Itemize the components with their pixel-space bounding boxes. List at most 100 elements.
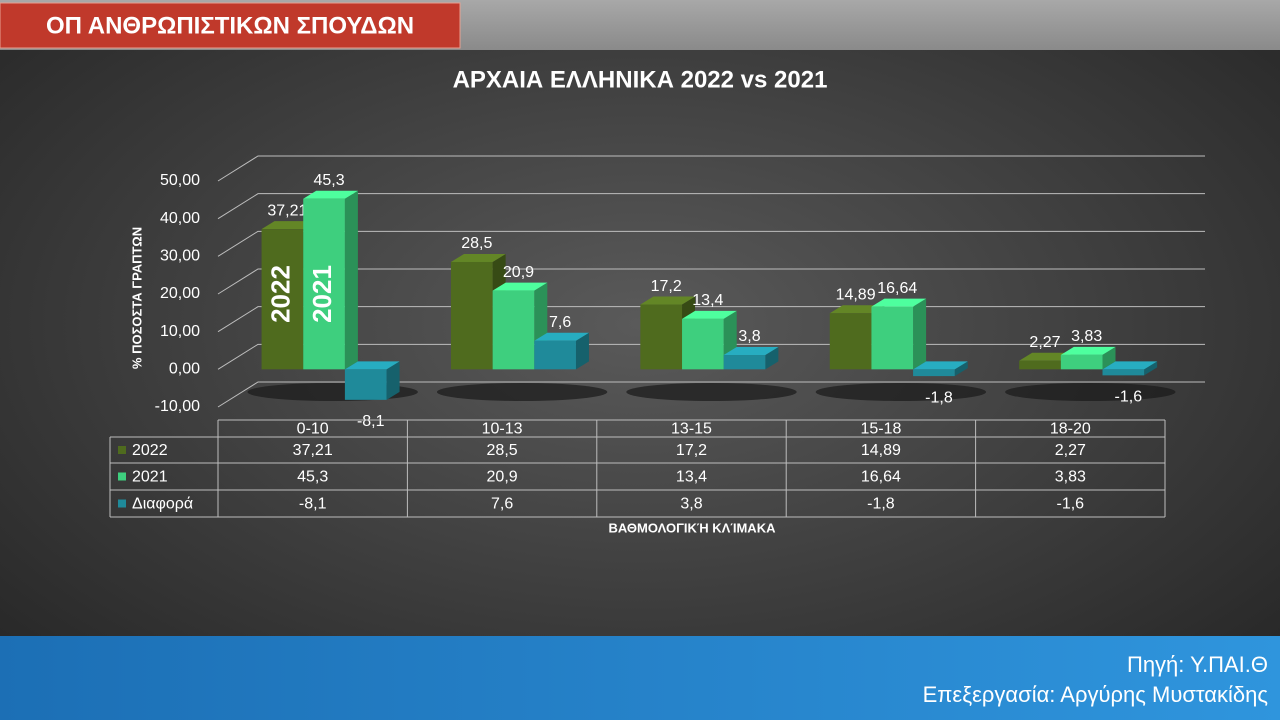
legend-label: 2022 [132,442,168,459]
grid-line [217,268,1205,295]
legend-marker [118,446,126,454]
legend-label: 2021 [132,469,168,486]
bar-top [640,296,696,305]
data-label: 14,89 [836,286,876,303]
bar [1102,369,1145,376]
bar-top [303,190,358,199]
table-cell: 37,21 [293,442,333,459]
table-cell: 2,27 [1055,442,1086,459]
bar-top [1019,352,1074,361]
bar-side [1102,346,1116,370]
table-cell: -8,1 [299,496,327,513]
bar-top [1102,361,1158,370]
data-label: 45,3 [313,172,344,189]
floor-shadow [626,383,797,401]
header-box [0,2,461,49]
floor-shadow [1005,383,1176,401]
bar-side [575,332,589,370]
y-tick-label: 10,00 [160,323,200,340]
bar-top [344,361,400,370]
table-cell: 45,3 [297,469,328,486]
x-axis-label: ΒΑΘΜΟΛΟΓΙΚΉ ΚΛΊΜΑΚΑ [609,520,777,535]
data-label: 3,8 [738,328,760,345]
bar-top [871,298,927,307]
grid-line [217,381,1205,408]
bar [829,313,872,370]
bar [261,229,304,370]
data-label: 17,2 [651,278,682,295]
bar-top [492,282,548,291]
data-label: -1,6 [1115,389,1143,406]
bar [913,369,955,377]
bar-side [765,347,779,370]
table-cell: 28,5 [487,442,518,459]
bar [492,290,535,370]
bar [1019,360,1061,370]
bar-top [534,332,589,341]
table-cell: 3,83 [1055,469,1086,486]
y-axis-label: % ΠΟΣΟΣΤΑ ΓΡΑΠΤΩΝ [129,227,144,369]
table-cell: 7,6 [491,496,513,513]
bar-top [1060,346,1116,355]
bar-top [682,310,737,319]
data-label: -8,1 [357,413,385,430]
legend-marker [118,499,126,508]
y-tick-label: 20,00 [160,285,200,302]
table-cell: 13,4 [676,469,707,486]
table-cell: 14,89 [861,442,901,459]
table-cell: 17,2 [676,442,707,459]
x-tick-label: 10-13 [482,421,523,438]
footer-author: Επεξεργασία: Αργύρης Μυστακίδης [923,682,1268,707]
y-tick-label: 50,00 [160,172,200,189]
bar-side [344,190,358,370]
bar-side [954,361,968,377]
bar-series-label: 2021 [307,265,337,323]
bar-side [386,361,400,400]
table-cell: 16,64 [861,469,901,486]
bar-side [1144,361,1158,376]
floor-shadow [436,383,608,401]
table-cell: 3,8 [680,496,702,513]
data-label: 13,4 [692,292,723,309]
chart-title: ΑΡΧΑΙΑ ΕΛΛΗΝΙΚΑ 2022 vs 2021 [453,66,828,93]
floor-shadow [815,383,987,401]
footer-source: Πηγή: Υ.ΠΑΙ.Θ [1127,652,1268,677]
legend-marker [118,472,126,481]
table-cell: -1,8 [867,496,895,513]
bar [303,198,345,370]
x-tick-label: 15-18 [860,421,901,438]
data-label: 16,64 [877,280,917,297]
y-tick-label: 40,00 [160,210,200,227]
data-label: 3,83 [1071,328,1102,345]
data-label: 20,9 [503,264,534,281]
bar [450,261,493,370]
legend-label: Διαφορά [132,496,193,513]
bar-side [913,298,927,370]
bar [344,369,387,400]
y-tick-label: -10,00 [155,398,200,415]
bar-top [450,253,506,262]
data-label: 7,6 [549,314,571,331]
table-cell: 20,9 [487,469,518,486]
footer-band [0,636,1280,720]
bar-top [723,347,779,356]
data-label: -1,8 [925,389,953,406]
grid-line [217,155,1205,182]
bar-top [261,221,317,230]
x-tick-label: 0-10 [297,421,329,438]
x-tick-label: 18-20 [1050,421,1091,438]
y-tick-label: 0,00 [169,361,200,378]
header-title: ΟΠ ΑΝΘΡΩΠΙΣΤΙΚΩΝ ΣΠΟΥΔΩΝ [46,12,414,39]
x-tick-label: 13-15 [671,421,712,438]
data-label: 2,27 [1029,334,1060,351]
data-label: 28,5 [461,235,492,252]
bar [534,340,576,370]
bar [1060,354,1103,370]
bar-series-label: 2022 [265,265,295,323]
grid-line [217,193,1205,220]
bar-top [913,361,968,370]
bar-top [829,305,885,314]
data-label: 37,21 [267,202,307,219]
